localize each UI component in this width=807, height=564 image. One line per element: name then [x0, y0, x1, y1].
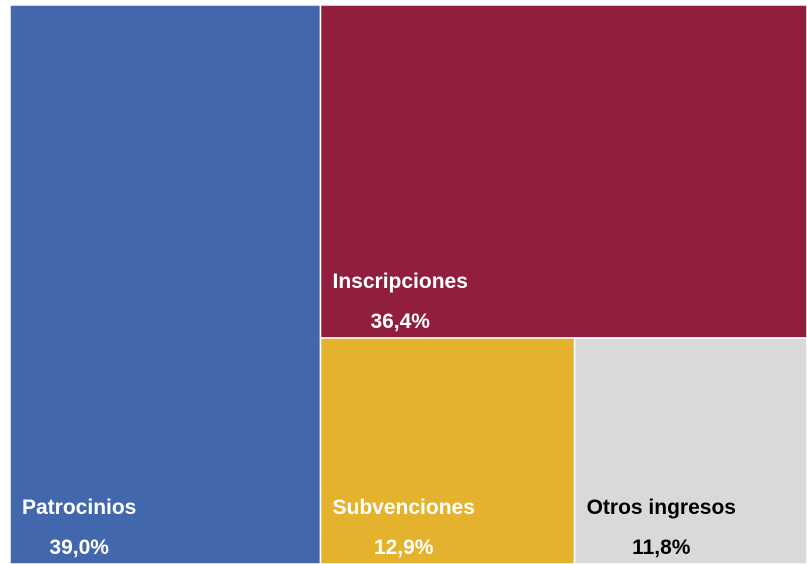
cell-name: Otros ingresos	[587, 496, 736, 519]
cell-name: Inscripciones	[333, 270, 468, 293]
cell-name: Subvenciones	[333, 496, 475, 519]
cell-value: 11,8%	[632, 536, 691, 559]
treemap-cell	[319, 337, 576, 564]
treemap-cell	[9, 4, 322, 564]
cell-value: 12,9%	[374, 536, 434, 559]
cell-name: Patrocinios	[22, 496, 136, 519]
treemap-cell	[319, 4, 807, 339]
treemap-cell	[573, 337, 807, 564]
cell-value: 39,0%	[49, 536, 109, 559]
cell-value: 36,4%	[370, 310, 430, 333]
